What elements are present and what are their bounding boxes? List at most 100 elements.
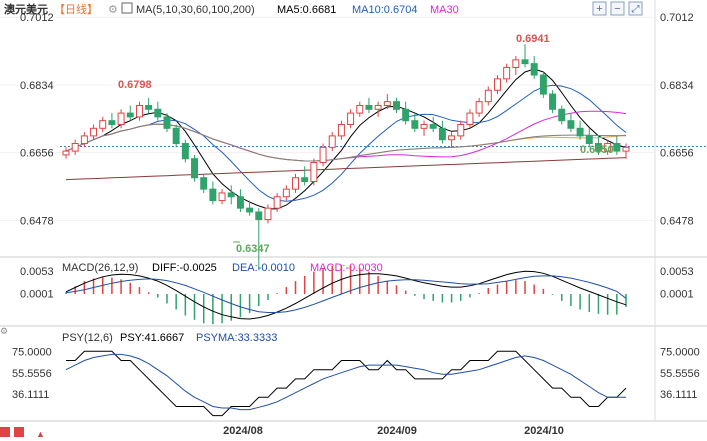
price-tick-right: 0.7012 xyxy=(660,12,694,24)
candle-body xyxy=(255,211,263,221)
expand-icon-glyph: ⤢ xyxy=(632,4,640,15)
bottom-toggle-icon[interactable] xyxy=(0,427,10,437)
psy-axis: 75.0000 75.0000 55.5556 55.5556 36.1111 36.11… xyxy=(12,346,700,401)
candle-body xyxy=(292,177,299,190)
expand-icon[interactable] xyxy=(628,1,643,16)
period-label[interactable]: 【日线】 xyxy=(54,2,98,16)
psy-tick-right: 36.1111 xyxy=(660,389,697,401)
price-tick-left: 0.6834 xyxy=(20,80,54,92)
candle-body xyxy=(200,177,208,190)
candle-body xyxy=(62,150,70,156)
psy-tick-right: 55.5556 xyxy=(660,368,700,380)
candle-body xyxy=(163,116,171,129)
date-label: 2024/09 xyxy=(377,425,417,437)
candle-body xyxy=(594,143,602,152)
candle-body xyxy=(383,101,391,106)
candle-body xyxy=(576,127,584,137)
macd-lines xyxy=(65,270,627,320)
panel-settings-icon[interactable]: ⚙ xyxy=(0,326,8,336)
macd-diff-value: DIFF:-0.0025 xyxy=(152,262,217,274)
candle-body xyxy=(328,135,336,148)
price-tick-right: 0.6478 xyxy=(660,215,694,227)
candle-body xyxy=(530,63,538,76)
candle-body xyxy=(457,123,465,137)
candle-body xyxy=(145,104,153,110)
bottom-toggle-icon[interactable] xyxy=(14,427,24,437)
candle-body xyxy=(108,120,116,125)
macd-dea-line xyxy=(65,275,627,313)
psy-tick-left: 55.5556 xyxy=(12,368,52,380)
psy-tick-left: 36.1111 xyxy=(12,389,49,401)
candle-body xyxy=(503,66,511,80)
macd-diff-line xyxy=(65,270,627,320)
psy-value: PSY:41.6667 xyxy=(120,332,184,344)
candle-body xyxy=(567,120,575,129)
candle-body xyxy=(356,104,364,114)
candle-body xyxy=(135,104,143,118)
macd-tick-right: 0.0001 xyxy=(660,289,694,301)
high-annotation-1: 0.6798 xyxy=(118,79,152,91)
candle-body xyxy=(512,59,520,68)
candle-body xyxy=(99,120,107,129)
candle-body xyxy=(604,143,612,152)
candle-body xyxy=(209,188,217,202)
psy-legend: PSY(12,6) PSY:41.6667 PSYMA:33.3333 xyxy=(62,332,277,344)
candle-body xyxy=(319,146,327,164)
candle-body xyxy=(126,112,134,118)
psyma-value: PSYMA:33.3333 xyxy=(196,332,277,344)
psy-label: PSY(12,6) xyxy=(62,332,113,344)
candle-body xyxy=(227,192,235,198)
ma200-line xyxy=(65,157,627,181)
price-tick-right: 0.6834 xyxy=(660,80,694,92)
toolbar: + − ⤢ xyxy=(592,1,643,16)
symbol-name: 澳元美元 xyxy=(4,2,48,16)
candle-body xyxy=(374,104,382,110)
candle-body xyxy=(585,135,593,145)
low-annotation-1: 0.6347 xyxy=(236,243,270,255)
plus-icon-glyph: + xyxy=(596,3,602,15)
price-tick-left: 0.7012 xyxy=(20,12,54,24)
candle-body xyxy=(282,188,290,198)
high-annotation-2: 0.6941 xyxy=(516,33,550,45)
candle-body xyxy=(191,158,199,179)
date-label: 2024/10 xyxy=(524,425,564,437)
ma-toggle-icon[interactable] xyxy=(121,2,133,14)
macd-tick-left: 0.0001 xyxy=(20,289,54,301)
candle-body xyxy=(246,207,254,213)
candle-body xyxy=(493,78,501,91)
minus-icon-glyph: − xyxy=(614,3,620,15)
candle-body xyxy=(411,120,419,129)
candle-body xyxy=(218,192,226,202)
price-annotations: 0.6798 0.6941 0.6347 0.6650 xyxy=(118,33,614,255)
candle-body xyxy=(337,123,345,137)
candle-body xyxy=(466,112,474,125)
candle-body xyxy=(438,127,446,141)
candle-body xyxy=(301,177,309,183)
candle-body xyxy=(558,108,566,122)
ma30-value: MA30 xyxy=(430,4,459,16)
candle-body xyxy=(80,135,88,145)
candle-body xyxy=(429,123,437,129)
price-tick-right: 0.6656 xyxy=(660,148,694,160)
candle-body xyxy=(236,196,244,209)
plus-icon[interactable] xyxy=(592,1,607,16)
header-legend: 澳元美元 【日线】 ⚙ MA(5,10,30,60,100,200) MA5:0… xyxy=(4,2,459,16)
candle-body xyxy=(90,127,98,137)
candle-body xyxy=(154,108,162,118)
macd-label: MACD(26,12,9) xyxy=(62,262,138,274)
candle-body xyxy=(117,112,125,125)
candle-body xyxy=(622,146,630,152)
bottom-arrow-icon[interactable]: ▲ xyxy=(36,429,45,439)
macd-tick-right: 0.0053 xyxy=(660,266,694,278)
minus-icon[interactable] xyxy=(610,1,625,16)
candle-body xyxy=(484,89,492,103)
candle-body xyxy=(365,104,373,110)
psyma-line xyxy=(65,353,626,411)
candle-body xyxy=(613,143,621,152)
macd-histogram xyxy=(65,264,627,325)
date-axis: 2024/08 2024/09 2024/10 xyxy=(223,425,564,437)
macd-tick-left: 0.0053 xyxy=(20,266,54,278)
psy-lines xyxy=(65,350,627,417)
settings-icon[interactable]: ⚙ xyxy=(108,4,118,16)
